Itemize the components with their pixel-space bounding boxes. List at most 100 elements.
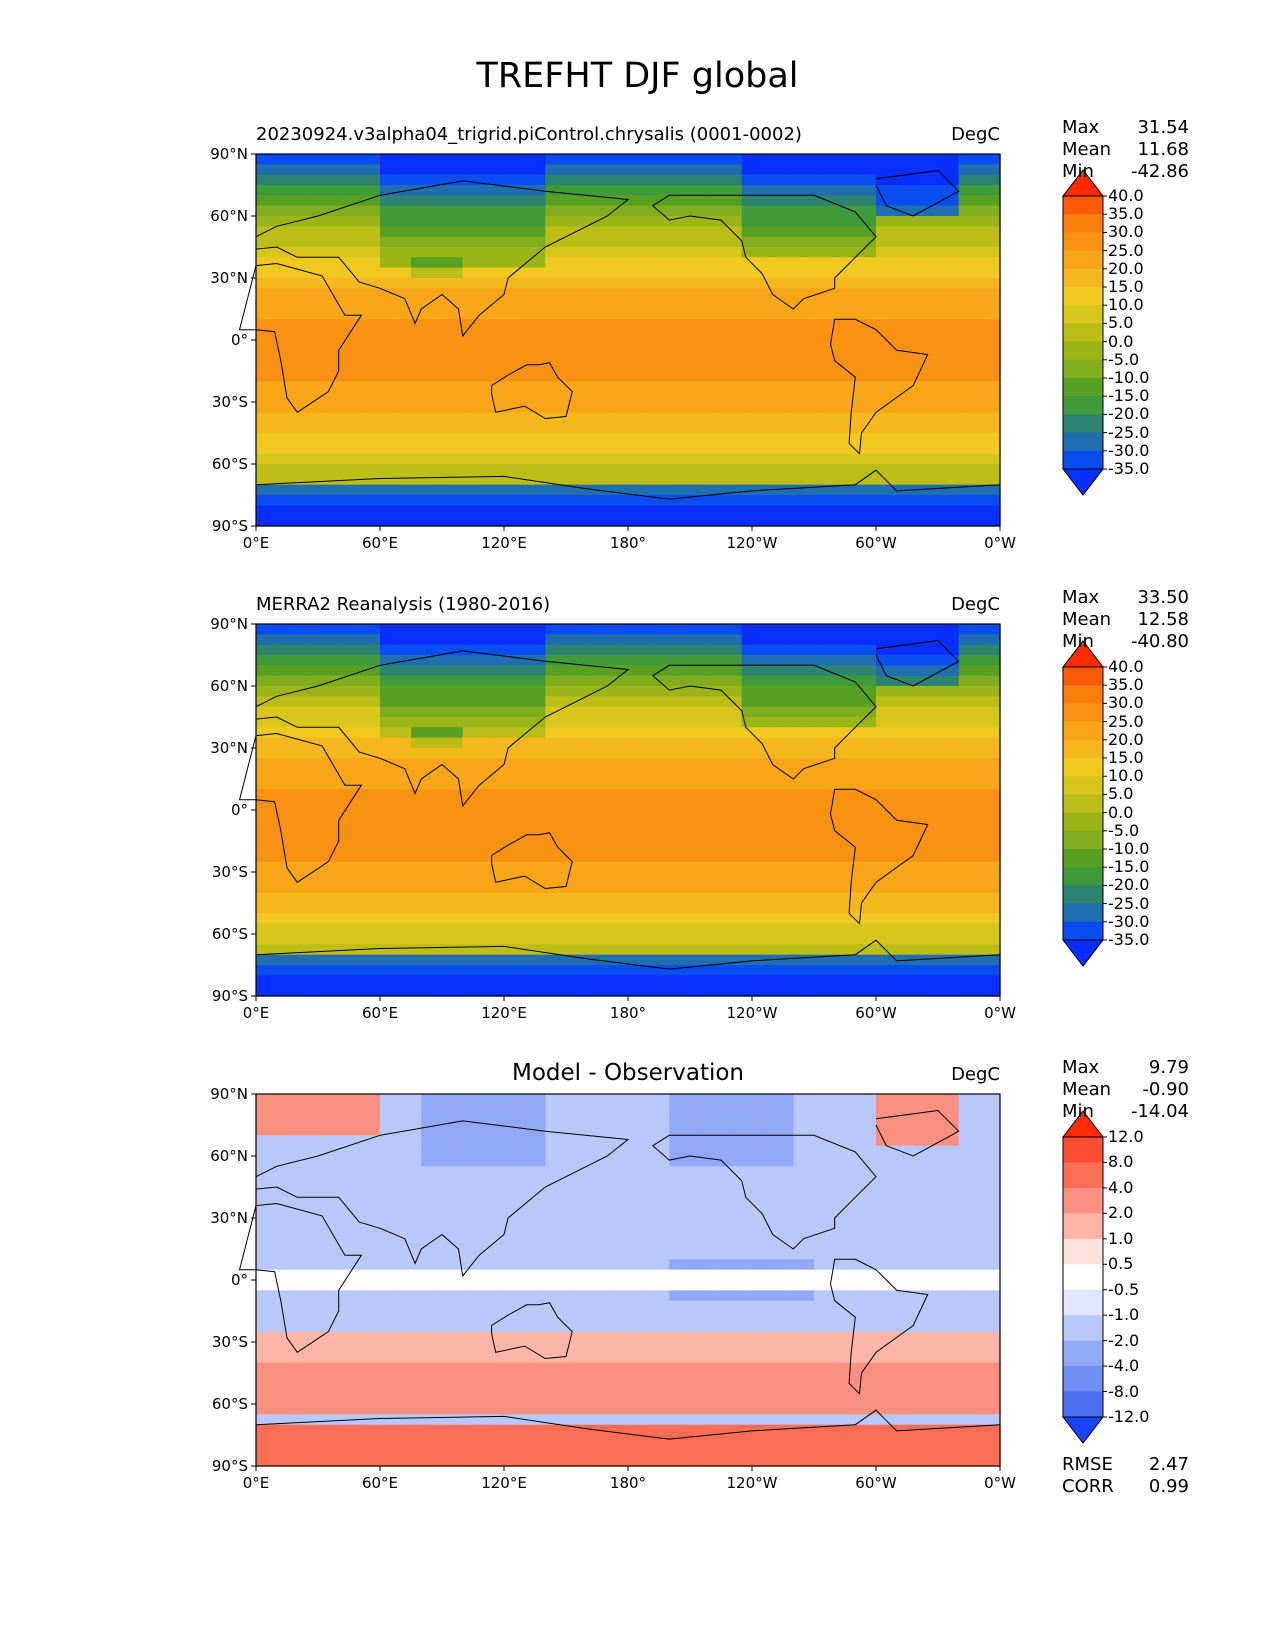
colorbar-bin — [1063, 305, 1103, 324]
field-cell — [462, 882, 474, 894]
field-cell — [834, 634, 846, 646]
field-cell — [814, 226, 825, 238]
field-cell — [349, 799, 360, 811]
field-cell — [638, 861, 650, 873]
field-cell — [400, 340, 412, 351]
field-cell — [276, 675, 288, 687]
field-cell — [462, 696, 474, 708]
field-cell — [741, 309, 753, 320]
field-cell — [958, 164, 970, 176]
coastline — [651, 194, 877, 310]
field-cell — [814, 913, 825, 925]
field-cell — [876, 944, 887, 956]
field-cell — [814, 903, 825, 914]
field-cell — [328, 154, 340, 165]
field-cell — [876, 655, 887, 666]
field-cell — [318, 892, 329, 904]
field-cell — [380, 433, 391, 444]
field-cell — [307, 644, 319, 656]
field-cell — [276, 402, 288, 413]
field-cell — [297, 174, 309, 186]
field-cell — [741, 841, 753, 852]
field-cell — [710, 696, 722, 708]
field-cell — [276, 779, 288, 790]
field-cell — [380, 195, 391, 207]
field-cell — [390, 913, 402, 925]
field-cell — [586, 329, 598, 341]
field-cell — [276, 923, 288, 935]
field-cell — [907, 624, 918, 635]
field-cell — [896, 624, 908, 635]
field-cell — [896, 422, 908, 434]
field-cell — [824, 474, 836, 486]
field-cell — [256, 319, 267, 331]
field-cell — [659, 944, 670, 956]
field-cell — [369, 381, 381, 393]
field-cell — [576, 288, 588, 300]
field-cell — [855, 474, 867, 486]
field-cell — [462, 154, 474, 165]
field-cell — [948, 717, 960, 728]
field-cell — [535, 247, 546, 258]
field-cell — [793, 892, 805, 904]
field-cell — [307, 350, 319, 362]
coastline — [255, 469, 1001, 500]
field-cell — [524, 278, 536, 289]
field-cell — [297, 360, 309, 372]
field-cell — [442, 954, 453, 966]
field-cell — [772, 779, 784, 790]
field-cell — [338, 624, 350, 635]
field-cell — [741, 903, 753, 914]
field-cell — [969, 892, 980, 904]
field-cell — [266, 810, 278, 821]
field-cell — [721, 257, 732, 269]
field-cell — [442, 360, 453, 372]
field-cell — [380, 412, 391, 424]
field-cell — [948, 484, 960, 496]
field-cell — [710, 309, 722, 320]
field-cell — [452, 453, 464, 465]
field-cell — [896, 453, 908, 465]
field-cell — [390, 309, 402, 320]
field-cell — [566, 737, 577, 749]
field-cell — [803, 309, 815, 320]
field-cell — [917, 665, 929, 677]
field-cell — [359, 717, 371, 728]
field-cell — [659, 696, 670, 708]
field-cell — [927, 515, 939, 527]
field-cell — [938, 903, 949, 914]
field-cell — [349, 882, 360, 894]
field-cell — [276, 706, 288, 718]
field-cell — [266, 624, 278, 635]
field-cell — [803, 412, 815, 424]
field-cell — [287, 665, 298, 677]
field-cell — [617, 174, 629, 186]
field-cell — [907, 309, 918, 320]
field-cell — [690, 841, 701, 852]
field-cell — [400, 464, 412, 475]
field-cell — [338, 278, 350, 289]
field-cell — [938, 717, 949, 728]
field-cell — [483, 453, 495, 465]
field-cell — [834, 913, 846, 925]
field-cell — [741, 278, 753, 289]
field-cell — [958, 319, 970, 331]
field-cell — [669, 768, 681, 780]
field-cell — [597, 515, 608, 527]
field-cell — [297, 892, 309, 904]
field-cell — [845, 174, 856, 186]
field-cell — [287, 872, 298, 883]
field-cell — [462, 464, 474, 475]
field-cell — [555, 872, 567, 883]
field-cell — [380, 872, 391, 883]
field-cell — [648, 686, 660, 697]
field-cell — [338, 799, 350, 811]
field-cell — [586, 717, 598, 728]
field-cell — [287, 851, 298, 863]
field-cell — [628, 954, 639, 966]
field-cell — [752, 851, 763, 863]
field-cell — [938, 515, 949, 527]
field-cell — [896, 226, 908, 238]
field-cell — [431, 841, 443, 852]
field-cell — [597, 872, 608, 883]
